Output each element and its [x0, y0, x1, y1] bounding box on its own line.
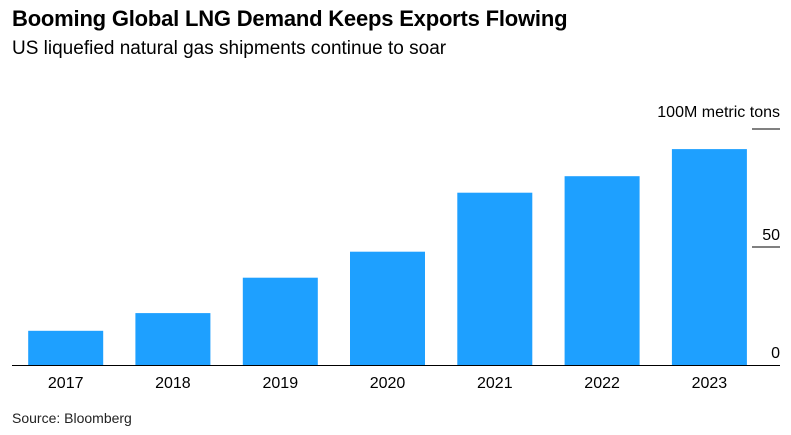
chart-title: Booming Global LNG Demand Keeps Exports … [12, 6, 568, 31]
bar-2020 [350, 251, 425, 365]
x-tick-label-2021: 2021 [477, 375, 513, 392]
bar-2018 [135, 313, 211, 365]
x-tick-label-2018: 2018 [155, 375, 191, 392]
chart-subtitle: US liquefied natural gas shipments conti… [12, 38, 447, 59]
y-axis: 0 50 [752, 128, 780, 362]
bar-2019 [242, 277, 318, 365]
bar-group [28, 149, 747, 365]
bar-2017 [28, 330, 104, 365]
x-tick-label-2019: 2019 [263, 375, 299, 392]
x-tick-label-2022: 2022 [584, 375, 620, 392]
x-tick-label-2017: 2017 [48, 375, 84, 392]
source-note: Source: Bloomberg [12, 410, 132, 426]
y-axis-unit-label: 100M metric tons [657, 104, 780, 121]
bar-2022 [564, 176, 640, 365]
bar-2023 [671, 149, 747, 365]
bar-2021 [457, 192, 533, 365]
y-tick-label-0: 0 [771, 345, 780, 362]
x-axis-labels: 2017 2018 2019 2020 2021 2022 2023 [48, 375, 727, 392]
y-tick-label-50: 50 [762, 227, 780, 244]
x-tick-label-2023: 2023 [692, 375, 728, 392]
x-tick-label-2020: 2020 [370, 375, 406, 392]
